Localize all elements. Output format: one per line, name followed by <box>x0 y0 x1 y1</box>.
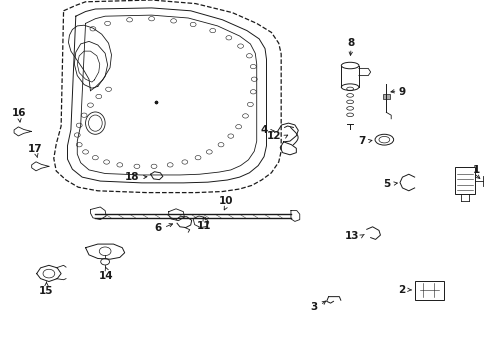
Text: 13: 13 <box>344 231 359 241</box>
Text: 4: 4 <box>260 125 267 135</box>
Text: 18: 18 <box>124 172 139 182</box>
Text: 8: 8 <box>347 37 354 48</box>
Bar <box>454 167 474 194</box>
Text: 10: 10 <box>218 196 233 206</box>
Text: 17: 17 <box>28 144 42 154</box>
Text: 3: 3 <box>310 302 317 312</box>
Text: 15: 15 <box>39 286 54 296</box>
Text: 7: 7 <box>358 136 365 146</box>
Text: 14: 14 <box>99 271 114 281</box>
Text: 2: 2 <box>397 285 404 295</box>
Text: 11: 11 <box>197 221 211 231</box>
Text: 5: 5 <box>382 179 389 189</box>
Text: 6: 6 <box>154 222 161 233</box>
Text: 12: 12 <box>266 131 281 141</box>
Text: 16: 16 <box>11 108 26 118</box>
Text: 9: 9 <box>398 87 405 97</box>
Bar <box>382 94 389 99</box>
Text: 1: 1 <box>472 165 479 175</box>
